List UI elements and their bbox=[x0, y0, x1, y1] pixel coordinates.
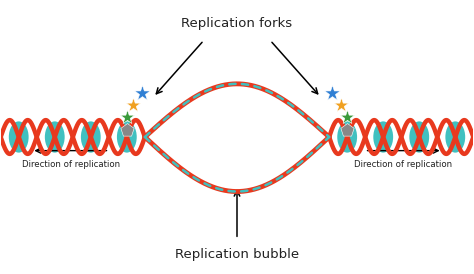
Point bbox=[337, 103, 345, 107]
Point bbox=[139, 91, 146, 96]
Text: Replication forks: Replication forks bbox=[182, 17, 292, 30]
Ellipse shape bbox=[410, 121, 429, 153]
Ellipse shape bbox=[117, 121, 137, 153]
Point bbox=[343, 115, 351, 119]
Ellipse shape bbox=[81, 121, 100, 153]
Point bbox=[123, 127, 131, 132]
Ellipse shape bbox=[337, 121, 357, 153]
Point bbox=[343, 127, 351, 132]
Ellipse shape bbox=[9, 121, 28, 153]
Ellipse shape bbox=[374, 121, 393, 153]
Ellipse shape bbox=[45, 121, 64, 153]
Text: Direction of replication: Direction of replication bbox=[22, 160, 120, 169]
Point bbox=[328, 91, 335, 96]
Text: Direction of replication: Direction of replication bbox=[354, 160, 452, 169]
Point bbox=[129, 103, 137, 107]
Ellipse shape bbox=[446, 121, 465, 153]
Text: Replication bubble: Replication bubble bbox=[175, 248, 299, 261]
Point bbox=[123, 115, 131, 119]
